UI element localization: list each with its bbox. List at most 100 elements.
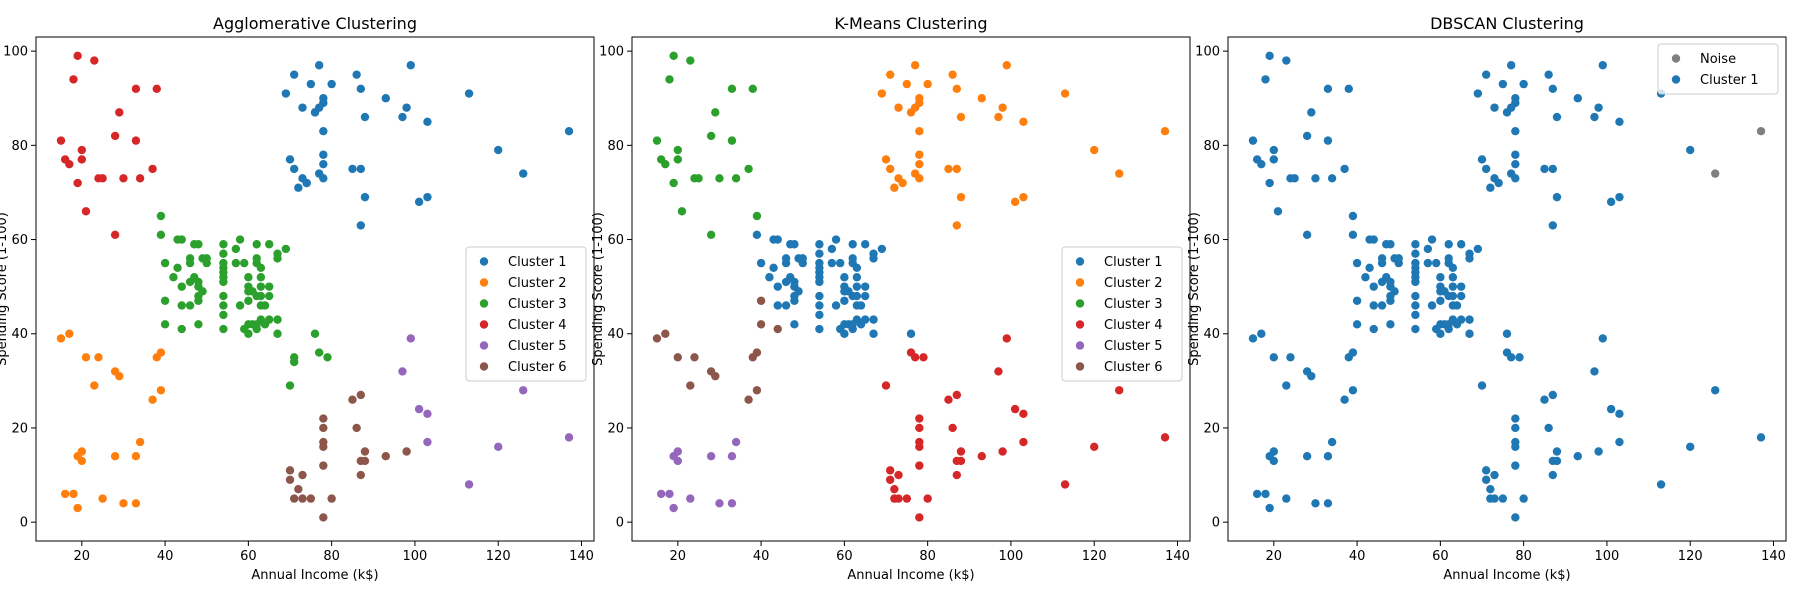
chart-panel-dbscan: 20 40 60 80 100 120 140 0 20 40 60 80 100 DBSCAN Clus… — [1187, 14, 1787, 583]
data-point — [1386, 320, 1395, 329]
data-point — [1511, 461, 1520, 470]
data-point — [756, 320, 766, 329]
data-point — [185, 258, 195, 268]
data-point — [1486, 484, 1495, 494]
data-point — [727, 84, 737, 94]
data-point — [202, 254, 211, 263]
data-point — [1377, 301, 1387, 310]
data-point — [1115, 386, 1124, 395]
x-tick-label: 120 — [1678, 549, 1703, 564]
data-point — [1548, 390, 1558, 400]
data-point — [769, 263, 778, 273]
data-point — [1481, 475, 1491, 484]
data-point — [790, 296, 799, 305]
data-point — [744, 395, 753, 404]
data-point — [94, 353, 103, 362]
data-point — [1348, 386, 1358, 395]
data-point — [423, 409, 432, 419]
series-noise — [1711, 127, 1766, 178]
x-tick-label: 140 — [1165, 549, 1190, 564]
x-tick-label: 40 — [753, 549, 770, 564]
data-point — [706, 230, 716, 240]
data-point — [915, 174, 924, 183]
series-cluster-2 — [877, 61, 1170, 230]
series-cluster-2 — [56, 329, 166, 513]
y-tick-label: 100 — [3, 45, 28, 60]
data-point — [1511, 174, 1520, 183]
legend-box — [465, 246, 587, 382]
data-point — [915, 423, 924, 433]
data-point — [285, 475, 295, 484]
legend-label: Cluster 1 — [1104, 255, 1163, 270]
data-point — [1515, 353, 1524, 362]
data-point — [156, 211, 166, 221]
data-point — [1019, 437, 1028, 447]
data-point — [869, 315, 878, 324]
data-point — [956, 456, 966, 466]
data-point — [948, 70, 957, 79]
data-point — [840, 273, 849, 282]
data-point — [319, 98, 328, 108]
y-axis-label: Spending Score (1-100) — [0, 212, 10, 366]
x-axis-label: Annual Income (k$) — [1443, 568, 1570, 583]
data-point — [289, 70, 299, 79]
data-point — [952, 164, 962, 174]
data-point — [319, 127, 328, 136]
data-point — [219, 291, 228, 301]
data-point — [1411, 249, 1420, 258]
data-point — [298, 494, 307, 503]
data-point — [677, 207, 687, 216]
data-point — [273, 315, 282, 324]
data-point — [885, 466, 895, 475]
data-point — [915, 159, 924, 169]
data-point — [1377, 258, 1387, 268]
data-point — [1311, 174, 1320, 183]
data-point — [256, 263, 266, 273]
data-point — [902, 494, 912, 503]
data-point — [781, 301, 791, 310]
x-tick-label: 80 — [919, 549, 936, 564]
data-point — [773, 301, 782, 310]
data-point — [790, 240, 799, 249]
x-axis-label: Annual Income (k$) — [251, 568, 378, 583]
data-point — [1257, 329, 1266, 338]
data-point — [219, 310, 228, 320]
data-point — [1411, 277, 1420, 287]
data-point — [352, 70, 361, 79]
data-point — [240, 258, 249, 268]
data-point — [752, 230, 762, 240]
data-point — [910, 61, 920, 70]
data-point — [1573, 94, 1582, 103]
data-point — [1269, 456, 1279, 466]
data-point — [815, 268, 824, 277]
data-point — [727, 452, 737, 461]
legend-marker — [1671, 54, 1681, 63]
data-point — [1302, 131, 1312, 141]
data-point — [1548, 221, 1558, 230]
legend-marker — [479, 257, 489, 266]
data-point — [852, 263, 862, 273]
chart-panel-agglomerative: 20 40 60 80 100 120 140 0 20 40 60 80 100 Agglomerati… — [0, 14, 595, 583]
data-point — [1598, 61, 1607, 70]
data-point — [1473, 89, 1483, 98]
data-point — [1519, 494, 1528, 503]
data-point — [398, 112, 407, 122]
data-point — [98, 174, 107, 183]
x-tick-label: 100 — [403, 549, 428, 564]
plot-frame — [631, 36, 1191, 542]
data-point — [281, 244, 291, 254]
data-point — [1511, 414, 1520, 423]
data-point — [1348, 211, 1358, 221]
data-point — [1019, 192, 1028, 202]
data-point — [160, 320, 170, 329]
legend-marker — [1075, 299, 1085, 308]
data-point — [794, 287, 803, 296]
data-point — [694, 174, 703, 183]
data-point — [977, 452, 986, 461]
series-cluster-5 — [656, 437, 741, 513]
data-point — [264, 315, 274, 324]
x-tick-label: 140 — [1761, 549, 1786, 564]
series-cluster-4 — [881, 334, 1170, 522]
data-point — [773, 235, 782, 244]
data-point — [944, 164, 953, 174]
